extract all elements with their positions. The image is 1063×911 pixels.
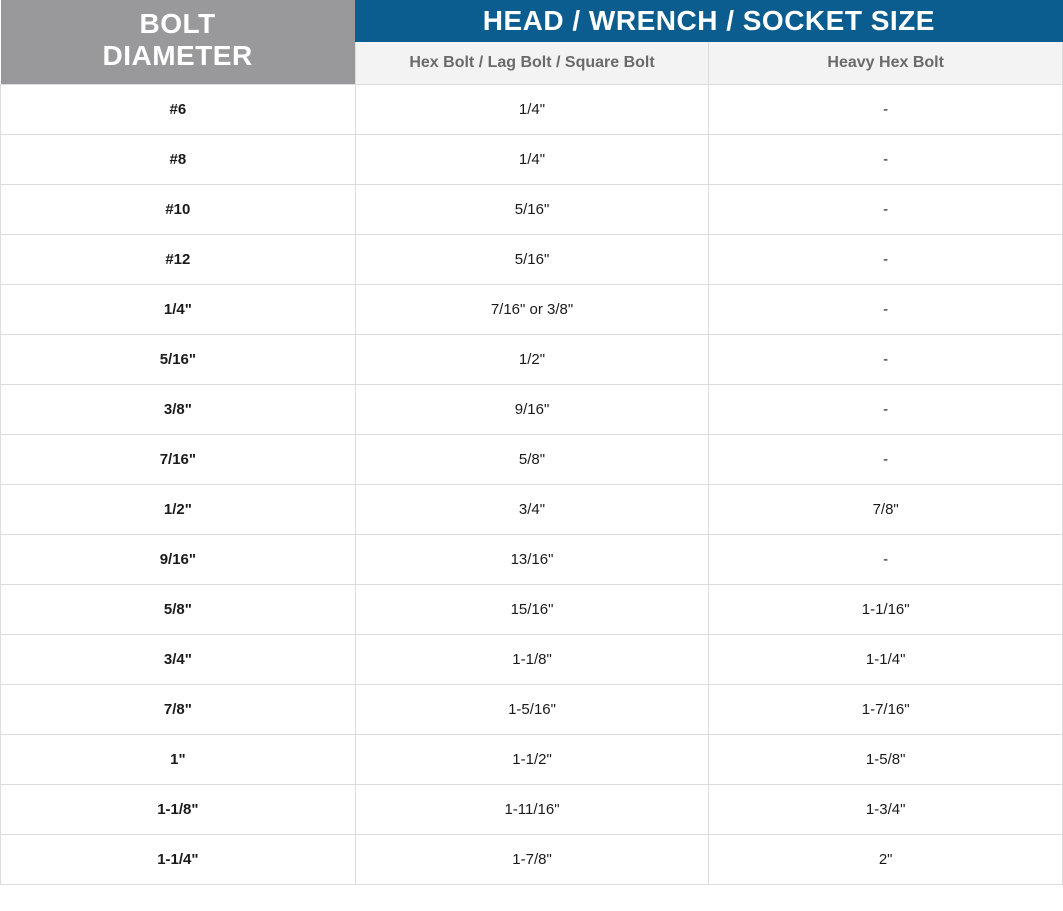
table-row: 3/8"9/16"-	[1, 384, 1063, 434]
table-row: 1-1/8"1-11/16"1-3/4"	[1, 784, 1063, 834]
header-bolt-diameter: BOLTDIAMETER	[1, 0, 356, 84]
cell-heavy-hex-size: 1-3/4"	[709, 784, 1063, 834]
cell-bolt-diameter: 5/16"	[1, 334, 356, 384]
cell-heavy-hex-size: 1-5/8"	[709, 734, 1063, 784]
table-row: 1-1/4"1-7/8"2"	[1, 834, 1063, 884]
cell-bolt-diameter: 1-1/4"	[1, 834, 356, 884]
cell-bolt-diameter: 7/8"	[1, 684, 356, 734]
cell-hex-bolt-size: 3/4"	[355, 484, 709, 534]
cell-bolt-diameter: 3/8"	[1, 384, 356, 434]
table-row: 5/8"15/16"1-1/16"	[1, 584, 1063, 634]
cell-hex-bolt-size: 1/4"	[355, 84, 709, 134]
subheader-heavy-hex: Heavy Hex Bolt	[709, 42, 1063, 84]
table-body: #61/4"-#81/4"-#105/16"-#125/16"-1/4"7/16…	[1, 84, 1063, 884]
cell-heavy-hex-size: -	[709, 184, 1063, 234]
cell-hex-bolt-size: 1-5/16"	[355, 684, 709, 734]
cell-hex-bolt-size: 5/8"	[355, 434, 709, 484]
bolt-size-table: BOLTDIAMETER HEAD / WRENCH / SOCKET SIZE…	[0, 0, 1063, 885]
bolt-size-table-container: BOLTDIAMETER HEAD / WRENCH / SOCKET SIZE…	[0, 0, 1063, 885]
cell-heavy-hex-size: 7/8"	[709, 484, 1063, 534]
table-row: #105/16"-	[1, 184, 1063, 234]
cell-heavy-hex-size: 2"	[709, 834, 1063, 884]
cell-hex-bolt-size: 1-1/8"	[355, 634, 709, 684]
table-row: 1/4"7/16" or 3/8"-	[1, 284, 1063, 334]
table-row: 1/2"3/4"7/8"	[1, 484, 1063, 534]
table-row: 9/16"13/16"-	[1, 534, 1063, 584]
cell-bolt-diameter: #10	[1, 184, 356, 234]
subheader-hex-lag-square: Hex Bolt / Lag Bolt / Square Bolt	[355, 42, 709, 84]
cell-bolt-diameter: 3/4"	[1, 634, 356, 684]
cell-bolt-diameter: 1/2"	[1, 484, 356, 534]
cell-heavy-hex-size: -	[709, 434, 1063, 484]
table-row: #61/4"-	[1, 84, 1063, 134]
cell-bolt-diameter: 7/16"	[1, 434, 356, 484]
cell-bolt-diameter: #12	[1, 234, 356, 284]
cell-heavy-hex-size: 1-1/4"	[709, 634, 1063, 684]
cell-hex-bolt-size: 15/16"	[355, 584, 709, 634]
cell-hex-bolt-size: 5/16"	[355, 234, 709, 284]
cell-heavy-hex-size: -	[709, 234, 1063, 284]
cell-bolt-diameter: 1/4"	[1, 284, 356, 334]
cell-bolt-diameter: #8	[1, 134, 356, 184]
cell-heavy-hex-size: -	[709, 534, 1063, 584]
cell-hex-bolt-size: 1-11/16"	[355, 784, 709, 834]
cell-heavy-hex-size: 1-1/16"	[709, 584, 1063, 634]
cell-hex-bolt-size: 1-7/8"	[355, 834, 709, 884]
table-row: #81/4"-	[1, 134, 1063, 184]
table-row: 7/16"5/8"-	[1, 434, 1063, 484]
table-row: 3/4"1-1/8"1-1/4"	[1, 634, 1063, 684]
table-row: 5/16"1/2"-	[1, 334, 1063, 384]
cell-hex-bolt-size: 1-1/2"	[355, 734, 709, 784]
cell-hex-bolt-size: 5/16"	[355, 184, 709, 234]
cell-bolt-diameter: 1-1/8"	[1, 784, 356, 834]
cell-heavy-hex-size: -	[709, 84, 1063, 134]
table-row: 1"1-1/2"1-5/8"	[1, 734, 1063, 784]
cell-hex-bolt-size: 9/16"	[355, 384, 709, 434]
header-head-wrench-socket: HEAD / WRENCH / SOCKET SIZE	[355, 0, 1062, 42]
cell-bolt-diameter: 5/8"	[1, 584, 356, 634]
cell-hex-bolt-size: 1/4"	[355, 134, 709, 184]
cell-heavy-hex-size: -	[709, 134, 1063, 184]
cell-heavy-hex-size: -	[709, 284, 1063, 334]
cell-heavy-hex-size: 1-7/16"	[709, 684, 1063, 734]
cell-bolt-diameter: #6	[1, 84, 356, 134]
cell-bolt-diameter: 1"	[1, 734, 356, 784]
cell-heavy-hex-size: -	[709, 384, 1063, 434]
table-row: 7/8"1-5/16"1-7/16"	[1, 684, 1063, 734]
cell-hex-bolt-size: 1/2"	[355, 334, 709, 384]
cell-bolt-diameter: 9/16"	[1, 534, 356, 584]
cell-hex-bolt-size: 7/16" or 3/8"	[355, 284, 709, 334]
cell-heavy-hex-size: -	[709, 334, 1063, 384]
table-row: #125/16"-	[1, 234, 1063, 284]
cell-hex-bolt-size: 13/16"	[355, 534, 709, 584]
